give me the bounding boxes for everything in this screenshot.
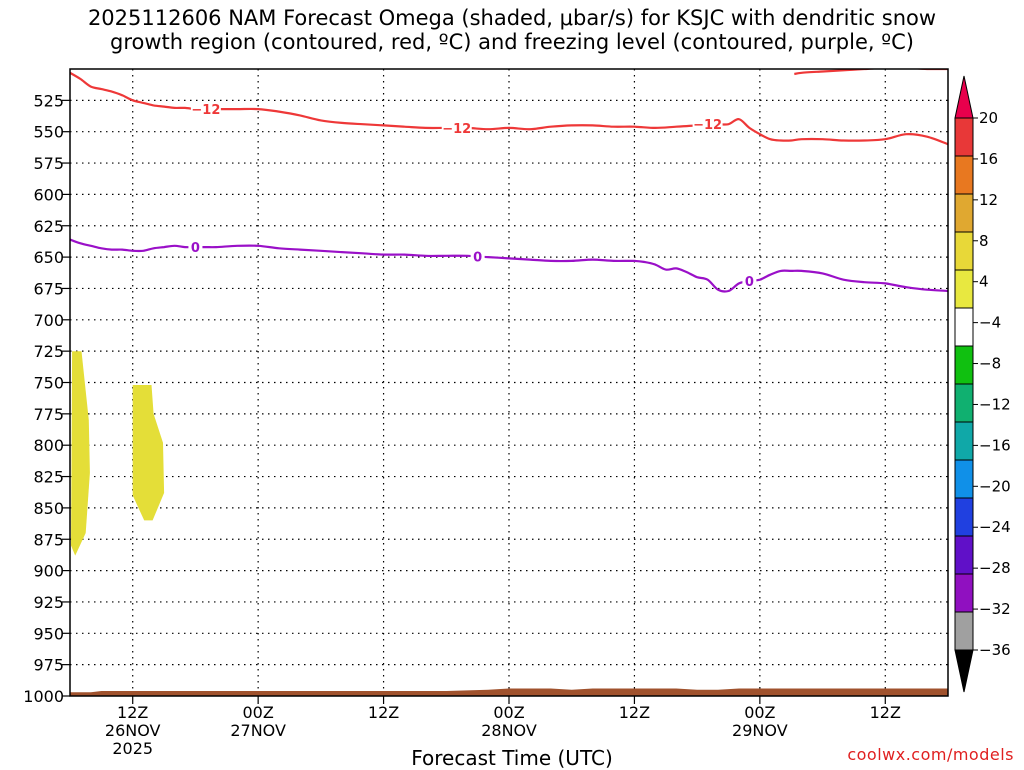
y-tick-label-850: 850 [33, 499, 64, 518]
contour-label-bg-1-2 [692, 116, 723, 131]
y-tick-label-750: 750 [33, 374, 64, 393]
colorbar-top-arrow [954, 75, 974, 119]
site-credit[interactable]: coolwx.com/models [847, 745, 1014, 764]
omega-shading [71, 351, 165, 556]
colorbar-box-9 [954, 421, 974, 461]
y-tick-label-675: 675 [33, 279, 64, 298]
x-tick-label-1-1: 00Z [242, 703, 273, 722]
y-tick-label-625: 625 [33, 217, 64, 236]
y-tick-label-900: 900 [33, 562, 64, 581]
x-tick-label-3-1: 00Z [493, 703, 524, 722]
colorbar-label-0: 20 [979, 109, 998, 127]
colorbar: 20 16 12 8 4 −4 −8 −12 −16 −20 −24 −28 −32 −36 [954, 75, 1011, 693]
series-line-2 [794, 69, 948, 76]
x-tick-label-0-1: 12Z [117, 703, 148, 722]
contour-label-3-0: 0 [191, 241, 200, 256]
colorbar-box-6 [954, 307, 974, 347]
y-tick-label-700: 700 [33, 311, 64, 330]
x-tick-label-1-2: 27NOV [230, 721, 286, 740]
colorbar-box-11 [954, 497, 974, 537]
y-tick-label-800: 800 [33, 436, 64, 455]
colorbar-box-10 [954, 459, 974, 499]
contour-label-1-1: −12 [442, 122, 471, 137]
x-tick-label-0-2: 26NOV [105, 721, 161, 740]
grid-lines [70, 69, 948, 696]
colorbar-label-8: −16 [979, 436, 1011, 454]
colorbar-label-12: −32 [979, 600, 1011, 618]
x-tick-label-2-1: 12Z [368, 703, 399, 722]
contour-label-bg-3-0 [188, 239, 203, 254]
colorbar-bottom-arrow [954, 649, 974, 693]
colorbar-box-12 [954, 535, 974, 575]
colorbar-label-10: −24 [979, 518, 1011, 536]
colorbar-box-5 [954, 269, 974, 309]
title-line-1: 2025112606 NAM Forecast Omega (shaded, μ… [87, 6, 937, 30]
y-tick-label-950: 950 [33, 624, 64, 643]
y-axis: 525 550 575 600 625 650 675 700 725 750 775 800 825 8… [23, 91, 70, 706]
colorbar-box-4 [954, 231, 974, 271]
x-axis-title: Forecast Time (UTC) [411, 746, 613, 770]
colorbar-label-11: −28 [979, 559, 1011, 577]
x-tick-label-5-1: 00Z [744, 703, 775, 722]
colorbar-label-9: −20 [979, 477, 1011, 495]
contour-label-1-2: −12 [693, 118, 722, 133]
colorbar-label-2: 12 [979, 191, 998, 209]
contour-label-3-2: 0 [745, 275, 754, 290]
x-tick-label-3-2: 28NOV [481, 721, 537, 740]
colorbar-label-5: −4 [979, 314, 1001, 332]
colorbar-box-13 [954, 573, 974, 613]
y-tick-label-575: 575 [33, 154, 64, 173]
y-tick-label-600: 600 [33, 185, 64, 204]
colorbar-box-8 [954, 383, 974, 423]
contour-label-bg-1-1 [441, 119, 472, 134]
terrain-layer [70, 688, 948, 696]
y-tick-label-550: 550 [33, 123, 64, 142]
contour-label-bg-3-1 [470, 248, 485, 263]
series-line-3 [70, 238, 948, 293]
series-line-1 [70, 71, 948, 146]
colorbar-label-1: 16 [979, 150, 998, 168]
colorbar-label-4: 4 [979, 273, 989, 291]
x-tick-label-5-2: 29NOV [732, 721, 788, 740]
chart-title: 2025112606 NAM Forecast Omega (shaded, μ… [0, 6, 1024, 54]
y-tick-label-925: 925 [33, 593, 64, 612]
colorbar-label-3: 8 [979, 232, 989, 250]
y-tick-label-775: 775 [33, 405, 64, 424]
x-tick-label-0-3: 2025 [112, 739, 153, 758]
y-tick-label-1000: 1000 [23, 687, 64, 706]
contour-label-1-0: −12 [191, 103, 220, 118]
omega-region-2 [132, 385, 165, 521]
colorbar-box-2 [954, 155, 974, 195]
contour-label-3-1: 0 [473, 250, 482, 265]
colorbar-label-7: −12 [979, 395, 1011, 413]
y-tick-label-725: 725 [33, 342, 64, 361]
title-line-2: growth region (contoured, red, ºC) and f… [110, 30, 914, 54]
terrain-fill [70, 688, 948, 696]
colorbar-box-3 [954, 193, 974, 233]
y-tick-label-525: 525 [33, 91, 64, 110]
colorbar-label-6: −8 [979, 355, 1001, 373]
y-tick-label-975: 975 [33, 656, 64, 675]
colorbar-box-14 [954, 611, 974, 651]
y-tick-label-650: 650 [33, 248, 64, 267]
x-tick-label-4-1: 12Z [619, 703, 650, 722]
colorbar-box-7 [954, 345, 974, 385]
y-tick-label-825: 825 [33, 468, 64, 487]
contour-label-bg-1-0 [190, 101, 221, 116]
colorbar-label-13: −36 [979, 641, 1011, 659]
omega-region-1 [71, 351, 90, 556]
contour-label-bg-3-2 [742, 272, 757, 287]
y-tick-label-875: 875 [33, 530, 64, 549]
x-tick-label-6-1: 12Z [870, 703, 901, 722]
contour-lines: −12 −12 −12 0 0 0 [70, 69, 948, 293]
colorbar-box-1 [954, 117, 974, 157]
